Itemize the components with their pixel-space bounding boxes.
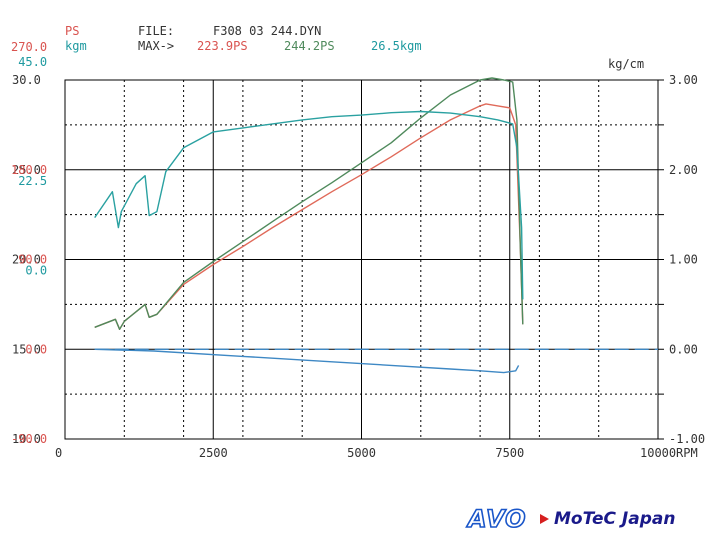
series-line-ps_green <box>94 77 524 330</box>
grid <box>65 79 664 440</box>
ps-tick-label: 270.0 <box>11 40 47 54</box>
plot-frame <box>64 79 659 440</box>
right-axis-unit: kg/cm <box>608 57 644 71</box>
file-label: FILE: <box>138 24 174 38</box>
logo-arrow-icon <box>540 514 549 524</box>
kgm-tick-label: 22.5 <box>18 174 47 188</box>
left-tick-label: 25.0 <box>12 163 41 177</box>
series-line-ps_red <box>94 103 524 330</box>
ps-tick-label: 0.0 <box>25 342 47 356</box>
max-kgm: 26.5kgm <box>371 39 422 53</box>
max-label: MAX-> <box>138 39 174 53</box>
right-tick-label: 1.00 <box>669 253 698 267</box>
logo-avo-text: AVO <box>467 505 527 533</box>
x-tick-label: 2500 <box>199 446 228 460</box>
ps-tick-label: 180.0 <box>11 163 47 177</box>
left-tick-label: 15.0 <box>12 342 41 356</box>
x-tick-label: 10000 <box>640 446 676 460</box>
x-tick-label: 5000 <box>347 446 376 460</box>
avo-motec-logo: AVO MoTeC Japan <box>467 505 708 533</box>
right-tick-label: -1.00 <box>669 432 705 446</box>
x-axis-label: RPM <box>676 446 698 460</box>
file-name: F308 03 244.DYN <box>213 24 321 38</box>
label-ps: PS <box>65 24 79 38</box>
left-tick-label: 20.0 <box>12 253 41 267</box>
max-ps-green: 244.2PS <box>284 39 335 53</box>
right-tick-label: 3.00 <box>669 73 698 87</box>
label-layer: PS kgm FILE: F308 03 244.DYN MAX-> 223.9… <box>11 24 705 460</box>
series-layer <box>94 77 658 374</box>
x-tick-label: 0 <box>55 446 62 460</box>
label-kgm: kgm <box>65 39 87 53</box>
series-line-boost_solid <box>94 348 520 374</box>
series-line-kgm_teal <box>94 110 524 300</box>
logo-motec-text: MoTeC Japan <box>554 509 676 529</box>
ps-tick-label: -90.0 <box>11 432 47 446</box>
right-tick-label: 0.00 <box>669 342 698 356</box>
left-tick-label: 30.0 <box>12 73 41 87</box>
kgm-tick-label: 0.0 <box>25 264 47 278</box>
max-ps-red: 223.9PS <box>197 39 248 53</box>
left-tick-label: 10.0 <box>12 432 41 446</box>
x-tick-label: 7500 <box>495 446 524 460</box>
kgm-tick-label: 45.0 <box>18 55 47 69</box>
right-tick-label: 2.00 <box>669 163 698 177</box>
ps-tick-label: 90.0 <box>18 253 47 267</box>
